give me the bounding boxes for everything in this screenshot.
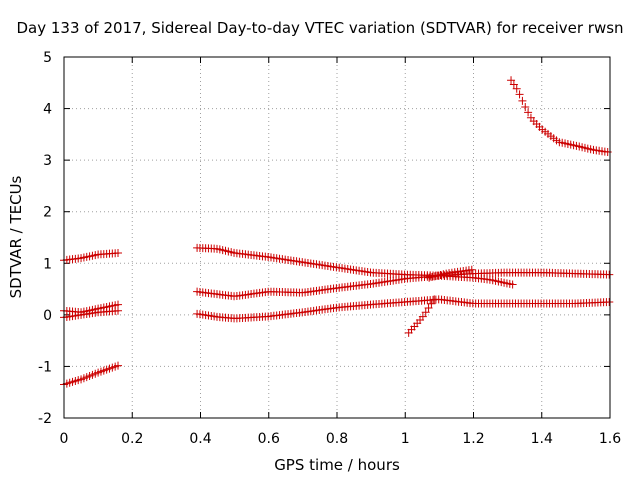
series-track-f [193,271,517,301]
data-point [509,80,518,89]
x-tick-label: 1.2 [462,431,484,447]
data-point [515,90,524,99]
series-track-g [193,295,614,323]
data-point [521,103,530,112]
x-tick-label: 1 [401,431,410,447]
data-point [524,108,533,117]
data-point [418,312,427,321]
series-track-e [193,243,614,280]
data-point [507,76,516,85]
series-track-a [60,249,123,265]
data-point [605,270,614,279]
series-track-i [425,265,476,282]
data-point [114,361,123,370]
y-tick-label: -2 [38,411,52,427]
data-point [512,84,521,93]
data-point [508,280,517,289]
plot-frame [63,56,611,419]
x-axis-label: GPS time / hours [274,456,400,474]
series-track-h [404,295,439,337]
series-track-d [60,361,123,389]
data-point [467,265,476,274]
y-tick-labels: -2 -1 0 1 2 3 4 5 [38,50,52,427]
x-tick-label: 0.4 [189,431,211,447]
x-tick-label: 1.4 [531,431,553,447]
data-point [605,297,614,306]
axis-ticks [63,56,611,419]
y-tick-label: -1 [38,359,52,375]
x-tick-label: 0.8 [326,431,348,447]
y-axis-label: SDTVAR / TECUs [7,175,25,298]
grid-lines [64,57,610,418]
x-tick-labels: 0 0.2 0.4 0.6 0.8 1 1.2 1.4 1.6 [60,431,622,447]
data-point [114,249,123,258]
data-point [114,306,123,315]
y-tick-label: 4 [43,102,52,118]
data-point [427,299,436,308]
x-tick-label: 1.6 [599,431,621,447]
y-tick-label: 2 [43,205,52,221]
data-point [424,303,433,312]
x-tick-label: 0.2 [121,431,143,447]
y-tick-label: 3 [43,153,52,169]
data-points [60,76,614,389]
x-tick-label: 0.6 [258,431,280,447]
data-point [421,308,430,317]
data-point [430,295,439,304]
y-tick-label: 0 [43,308,52,324]
series-track-j [507,76,612,157]
x-tick-label: 0 [60,431,69,447]
y-tick-label: 5 [43,50,52,66]
y-tick-label: 1 [43,256,52,272]
chart-title: Day 133 of 2017, Sidereal Day-to-day VTE… [16,19,623,37]
data-point [518,96,527,105]
